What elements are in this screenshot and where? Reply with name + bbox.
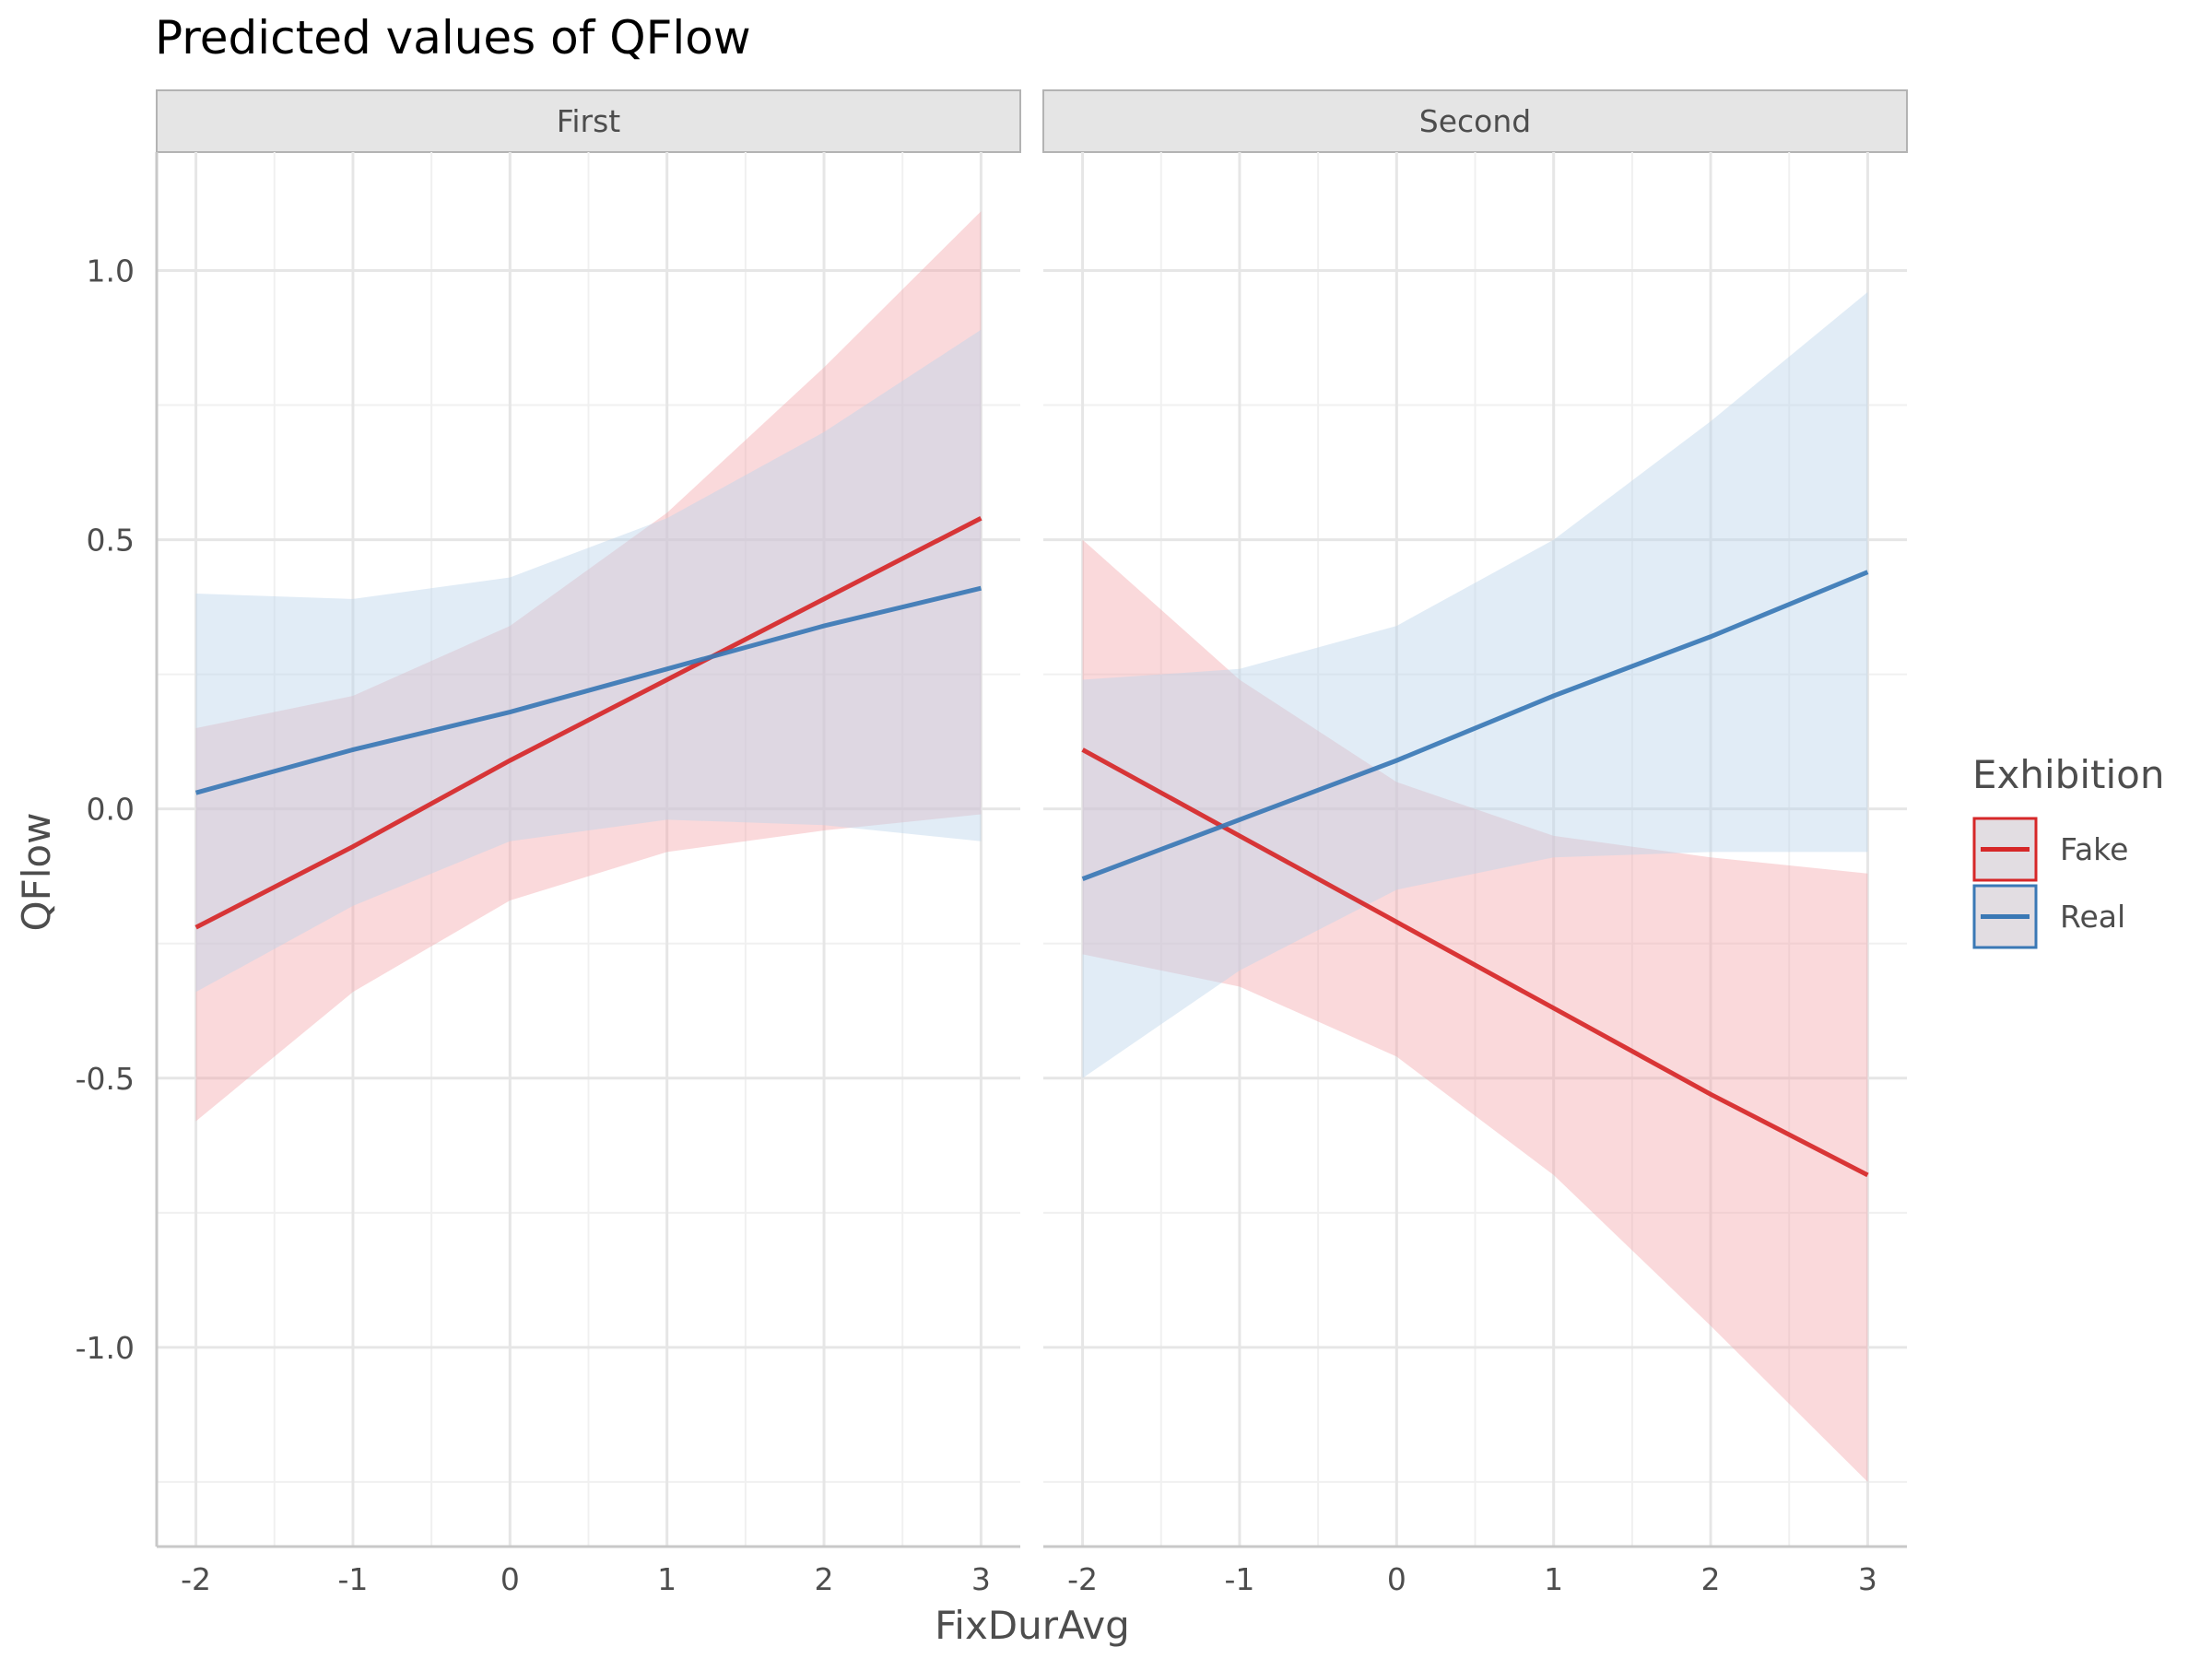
x-tick-label: 2 [815,1561,834,1597]
facet-strip-label: Second [1419,103,1531,139]
y-tick-label: 1.0 [87,253,135,289]
gridlines [157,152,1020,1547]
panel-first: First -2 -1 0 1 2 3 1.0 0.5 0.0 -0.5 -1.0 [76,89,1021,1597]
legend-label: Fake [2060,831,2128,867]
x-tick-label: 3 [971,1561,991,1597]
series-line-real [194,585,982,795]
x-tick-label: -1 [338,1561,369,1597]
confidence-band-real [1082,291,1868,1078]
x-tick-label: -1 [1225,1561,1255,1597]
y-tick-label: -0.5 [76,1061,135,1097]
legend-title: Exhibition [1972,752,2164,797]
y-tick-label: 0.0 [87,792,135,828]
x-tick-label: 3 [1858,1561,1877,1597]
series-line-real [1081,570,1869,881]
y-axis-title: QFlow [14,813,59,932]
gridlines [1043,152,1907,1547]
x-tick-label: -2 [1067,1561,1098,1597]
x-tick-label: 0 [500,1561,520,1597]
chart-title: Predicted values of QFlow [155,11,751,65]
legend-label: Real [2060,899,2125,935]
x-tick-label: -2 [181,1561,211,1597]
y-tick-label: -1.0 [76,1330,135,1366]
facet-strip [1042,89,1908,153]
legend-item-fake: Fake [1972,817,2128,882]
x-tick-label: 1 [1544,1561,1563,1597]
y-tick-label: 0.5 [87,523,135,559]
x-axis-title: FixDurAvg [935,1603,1130,1648]
confidence-band-fake [195,211,982,1122]
facet-strip [156,89,1021,153]
legend: Exhibition Fake Real [1972,752,2164,949]
x-tick-label: 2 [1701,1561,1721,1597]
confidence-band-fake [1082,539,1868,1482]
x-tick-label: 1 [657,1561,677,1597]
facet-strip-label: First [557,103,621,139]
series-line-fake [194,516,982,930]
x-tick-label: 0 [1387,1561,1406,1597]
panel-second: Second -2 -1 0 1 2 3 [1042,89,1908,1597]
series-line-fake [1081,747,1869,1178]
legend-item-real: Real [1972,884,2125,949]
